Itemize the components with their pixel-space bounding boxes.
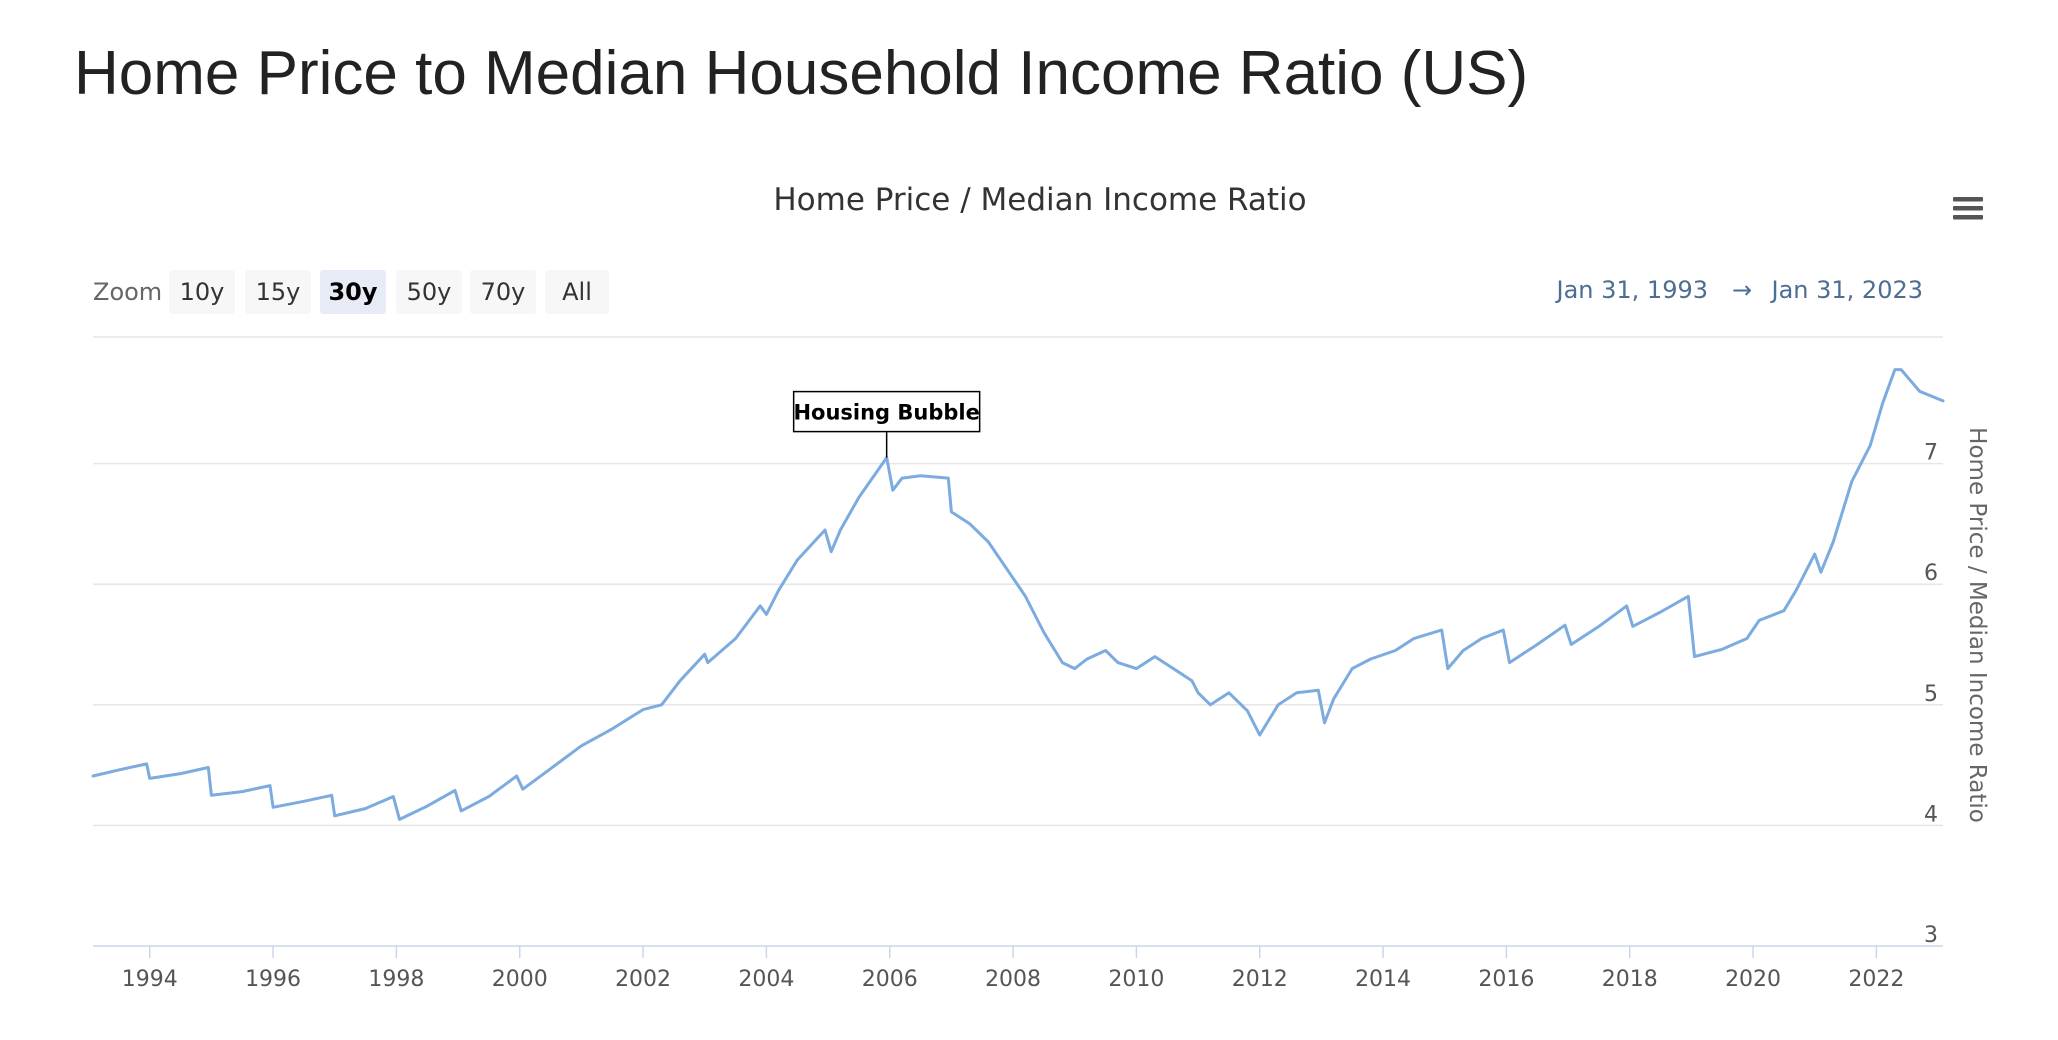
y-tick-label-6: 6	[1924, 561, 1938, 586]
range-display: Jan 31, 1993 → Jan 31, 2023	[1555, 276, 1924, 304]
zoom-button-bg	[396, 270, 462, 314]
zoom-button-label: 30y	[328, 278, 377, 306]
x-tick-label-1994: 1994	[122, 967, 178, 992]
page-title: Home Price to Median Household Income Ra…	[74, 39, 1529, 108]
x-tick-label-2014: 2014	[1355, 967, 1411, 992]
zoom-label: Zoom	[93, 278, 162, 306]
x-tick-label-2010: 2010	[1108, 967, 1164, 992]
zoom-button-label: 15y	[256, 278, 301, 306]
range-to-date[interactable]: Jan 31, 2023	[1770, 276, 1924, 304]
zoom-button-label: 50y	[407, 278, 452, 306]
zoom-button-bg	[169, 270, 235, 314]
y-axis-title: Home Price / Median Income Ratio	[1964, 427, 1990, 823]
y-tick-label-7: 7	[1924, 441, 1938, 466]
range-from-date[interactable]: Jan 31, 1993	[1555, 276, 1709, 304]
series-line-0[interactable]	[91, 368, 1945, 821]
y-tick-label-3: 3	[1924, 923, 1938, 948]
grid-lines	[93, 462, 1943, 827]
zoom-button-bg	[320, 270, 386, 314]
x-tick-label-2012: 2012	[1232, 967, 1288, 992]
zoom-button-label: 70y	[481, 278, 526, 306]
annotation-label: Housing Bubble	[793, 401, 979, 425]
zoom-button-label: All	[562, 278, 592, 306]
zoom-button-bg	[470, 270, 536, 314]
y-tick-label-4: 4	[1924, 802, 1938, 827]
zoom-button-30y[interactable]: 30y	[320, 270, 386, 314]
x-tick-label-2006: 2006	[862, 967, 918, 992]
x-tick-label-2002: 2002	[615, 967, 671, 992]
x-tick-label-2008: 2008	[985, 967, 1041, 992]
zoom-button-50y[interactable]: 50y	[396, 270, 462, 314]
x-tick-label-2022: 2022	[1848, 967, 1904, 992]
chart-menu-button[interactable]	[1948, 188, 1988, 228]
zoom-button-bg	[245, 270, 311, 314]
x-tick-label-2000: 2000	[492, 967, 548, 992]
x-tick-label-2018: 2018	[1602, 967, 1658, 992]
zoom-button-bg	[545, 270, 609, 314]
hamburger-menu-icon	[1953, 197, 1983, 220]
annotation-housing-bubble: Housing Bubble	[792, 390, 981, 458]
x-tick-label-2020: 2020	[1725, 967, 1781, 992]
y-tick-label-5: 5	[1924, 682, 1938, 707]
zoom-button-group: 10y 15y 30y 50y 70y All	[169, 270, 609, 314]
x-axis: 1994 1996 1998 2000 2002 2004 2006 2008 2010 2012…	[93, 945, 1943, 992]
annotation-box	[792, 390, 981, 433]
y-axis: 3 4 5 6 7	[1924, 441, 1938, 948]
zoom-button-all[interactable]: All	[545, 270, 609, 314]
zoom-button-10y[interactable]: 10y	[169, 270, 235, 314]
x-tick-label-2004: 2004	[738, 967, 794, 992]
x-tick-label-2016: 2016	[1478, 967, 1534, 992]
zoom-button-70y[interactable]: 70y	[470, 270, 536, 314]
chart-title: Home Price / Median Income Ratio	[773, 182, 1306, 218]
zoom-button-label: 10y	[180, 278, 225, 306]
zoom-button-15y[interactable]: 15y	[245, 270, 311, 314]
x-tick-label-1996: 1996	[245, 967, 301, 992]
range-arrow: →	[1732, 276, 1752, 304]
x-tick-label-1998: 1998	[368, 967, 424, 992]
series-group	[91, 368, 1945, 821]
